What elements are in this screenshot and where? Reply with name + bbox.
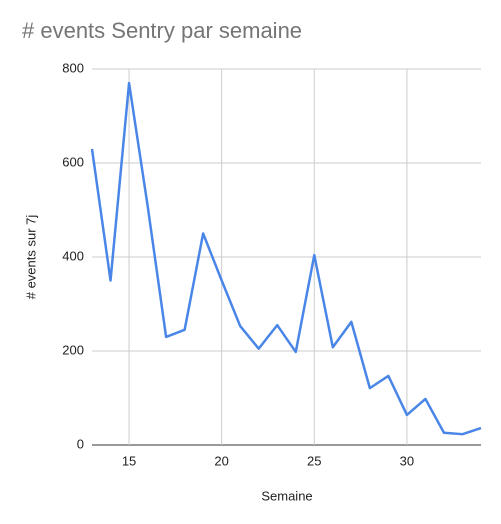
y-tick-label: 0 [77,436,84,451]
y-tick-label: 600 [62,154,84,169]
x-axis-label: Semaine [261,488,312,503]
x-tick-label: 20 [214,453,228,468]
data-line [90,81,482,436]
x-tick-label: 30 [400,453,414,468]
y-tick-label: 800 [62,60,84,75]
y-tick-label: 400 [62,248,84,263]
x-tick-label: 25 [307,453,321,468]
y-tick-label: 200 [62,342,84,357]
chart-title: # events Sentry par semaine [22,18,302,43]
y-axis-label: # events sur 7j [23,215,38,300]
x-tick-label: 15 [122,453,136,468]
